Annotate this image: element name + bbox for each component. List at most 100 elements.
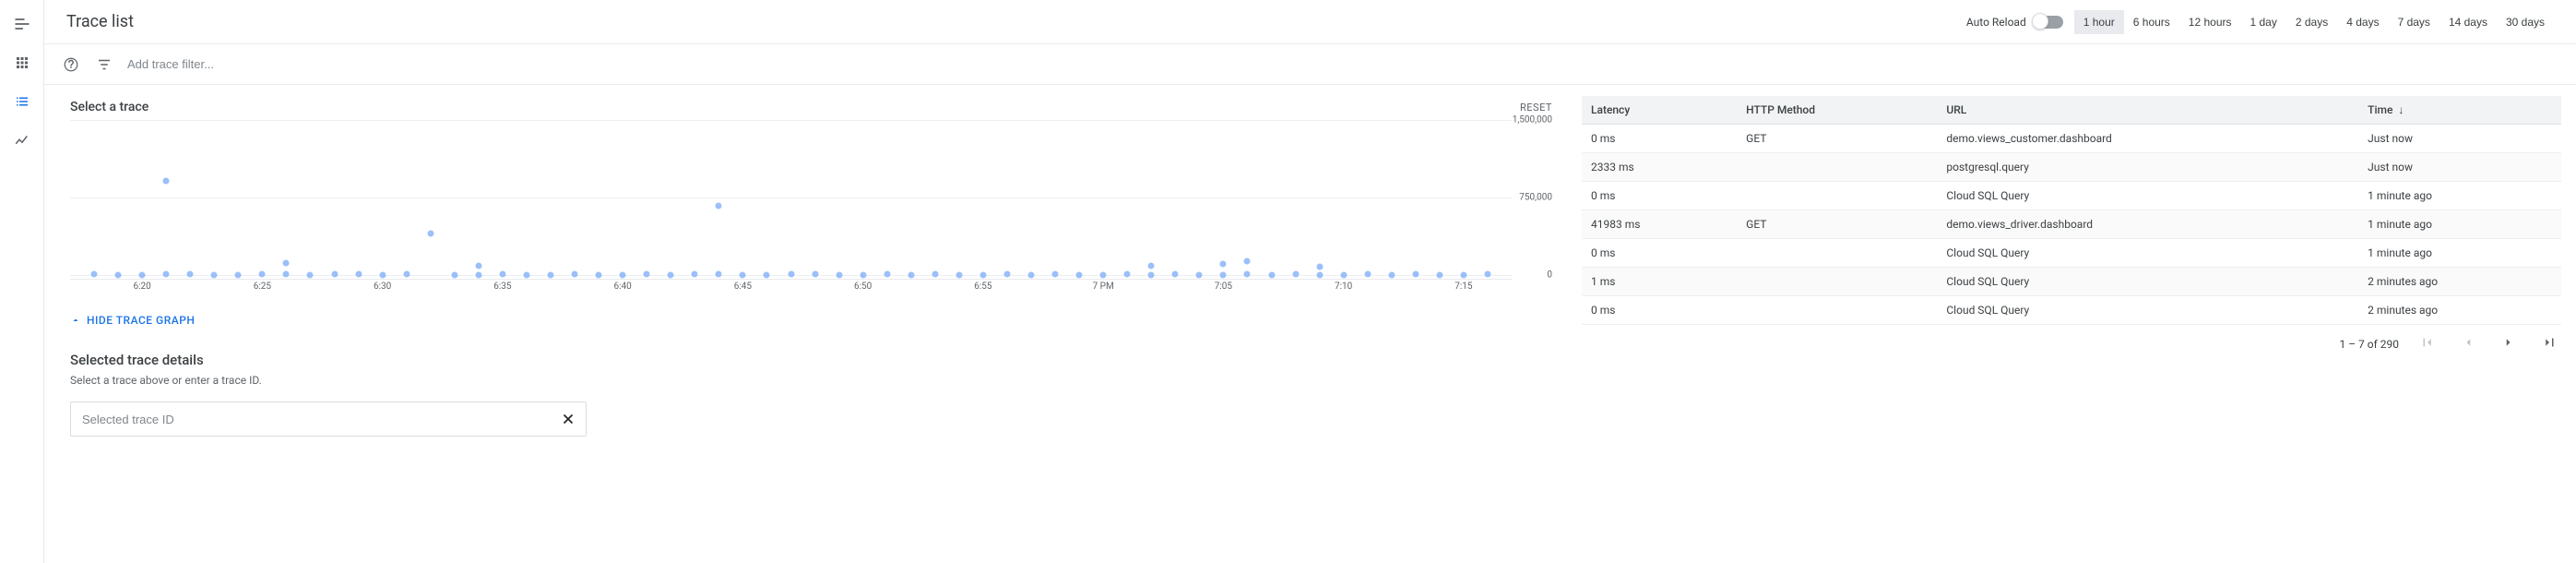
trace-point[interactable] [1124,271,1131,278]
trace-point[interactable] [979,271,986,278]
trace-point[interactable] [1316,271,1323,278]
nav-grid-icon[interactable] [11,52,33,74]
filter-icon[interactable] [94,54,114,75]
range-14-days[interactable]: 14 days [2439,10,2497,34]
range-2-days[interactable]: 2 days [2286,10,2337,34]
trace-point[interactable] [716,271,722,278]
trace-point[interactable] [1076,271,1083,278]
table-row[interactable]: 0 msCloud SQL Query1 minute ago [1582,239,2561,268]
trace-point[interactable] [716,202,722,209]
trace-point[interactable] [451,271,457,278]
trace-point[interactable] [283,259,290,266]
trace-point[interactable] [211,271,218,278]
pager-prev-icon[interactable] [2456,330,2480,357]
trace-point[interactable] [259,271,266,278]
trace-point[interactable] [692,271,698,278]
nav-overview-icon[interactable] [11,13,33,35]
pager-last-icon[interactable] [2537,330,2561,357]
trace-point[interactable] [235,271,242,278]
trace-point[interactable] [1340,271,1347,278]
nav-list-icon[interactable] [11,90,33,113]
trace-point[interactable] [1027,271,1034,278]
col-url[interactable]: URL [1937,96,2358,125]
trace-point[interactable] [1388,271,1395,278]
trace-point[interactable] [547,271,553,278]
trace-point[interactable] [860,271,866,278]
table-row[interactable]: 0 msCloud SQL Query2 minutes ago [1582,296,2561,325]
table-row[interactable]: 2333 mspostgresql.queryJust now [1582,153,2561,182]
help-icon[interactable] [61,54,81,75]
col-http-method[interactable]: HTTP Method [1737,96,1937,125]
trace-point[interactable] [836,271,842,278]
trace-point[interactable] [163,271,170,278]
col-time[interactable]: Time↓ [2358,96,2561,125]
trace-scatter-chart[interactable]: 0750,0001,500,0006:206:256:306:356:406:4… [70,120,1552,295]
trace-point[interactable] [572,271,578,278]
auto-reload-toggle[interactable] [2034,16,2063,29]
col-latency[interactable]: Latency [1582,96,1737,125]
trace-point[interactable] [91,271,98,278]
trace-point[interactable] [1436,271,1442,278]
trace-point[interactable] [163,178,170,185]
clear-icon[interactable] [558,409,578,429]
trace-point[interactable] [523,271,529,278]
trace-point[interactable] [1148,262,1155,269]
range-6-hours[interactable]: 6 hours [2124,10,2179,34]
trace-point[interactable] [884,271,890,278]
range-1-hour[interactable]: 1 hour [2074,10,2124,34]
trace-point[interactable] [1268,271,1275,278]
trace-point[interactable] [1052,271,1059,278]
trace-point[interactable] [139,271,146,278]
trace-point[interactable] [427,231,433,237]
trace-point[interactable] [1172,271,1179,278]
table-row[interactable]: 41983 msGETdemo.views_driver.dashboard1 … [1582,210,2561,239]
trace-point[interactable] [788,271,794,278]
trace-point[interactable] [1220,271,1227,278]
trace-point[interactable] [812,271,818,278]
trace-point[interactable] [1003,271,1010,278]
trace-point[interactable] [307,271,314,278]
trace-point[interactable] [403,271,410,278]
range-12-hours[interactable]: 12 hours [2179,10,2241,34]
trace-point[interactable] [1244,258,1251,265]
hide-trace-graph-button[interactable]: HIDE TRACE GRAPH [70,314,195,327]
trace-point[interactable] [1316,264,1323,270]
trace-point[interactable] [331,271,338,278]
trace-point[interactable] [1484,271,1490,278]
trace-point[interactable] [1220,260,1227,267]
range-7-days[interactable]: 7 days [2389,10,2439,34]
trace-point[interactable] [596,271,602,278]
pager-first-icon[interactable] [2416,330,2439,357]
trace-point[interactable] [1460,271,1466,278]
trace-point[interactable] [1412,271,1419,278]
trace-point[interactable] [499,271,505,278]
trace-point[interactable] [1196,271,1203,278]
trace-point[interactable] [283,271,290,278]
trace-point[interactable] [764,271,770,278]
trace-point[interactable] [1292,271,1299,278]
trace-point[interactable] [379,271,386,278]
filter-input[interactable] [127,57,2559,71]
table-row[interactable]: 1 msCloud SQL Query2 minutes ago [1582,268,2561,296]
trace-point[interactable] [956,271,962,278]
trace-point[interactable] [668,271,674,278]
trace-point[interactable] [620,271,626,278]
table-row[interactable]: 0 msGETdemo.views_customer.dashboardJust… [1582,125,2561,153]
trace-point[interactable] [1364,271,1371,278]
trace-id-input[interactable] [82,413,558,426]
trace-point[interactable] [1100,271,1107,278]
trace-point[interactable] [932,271,938,278]
trace-point[interactable] [1148,271,1155,278]
pager-next-icon[interactable] [2497,330,2521,357]
reset-button[interactable]: RESET [1520,102,1552,114]
table-row[interactable]: 0 msCloud SQL Query1 minute ago [1582,182,2561,210]
trace-point[interactable] [1244,271,1251,278]
trace-point[interactable] [475,262,481,269]
range-30-days[interactable]: 30 days [2497,10,2554,34]
nav-analytics-icon[interactable] [11,129,33,151]
trace-point[interactable] [644,271,650,278]
trace-point[interactable] [355,271,362,278]
trace-point[interactable] [475,271,481,278]
range-4-days[interactable]: 4 days [2337,10,2388,34]
trace-point[interactable] [908,271,914,278]
